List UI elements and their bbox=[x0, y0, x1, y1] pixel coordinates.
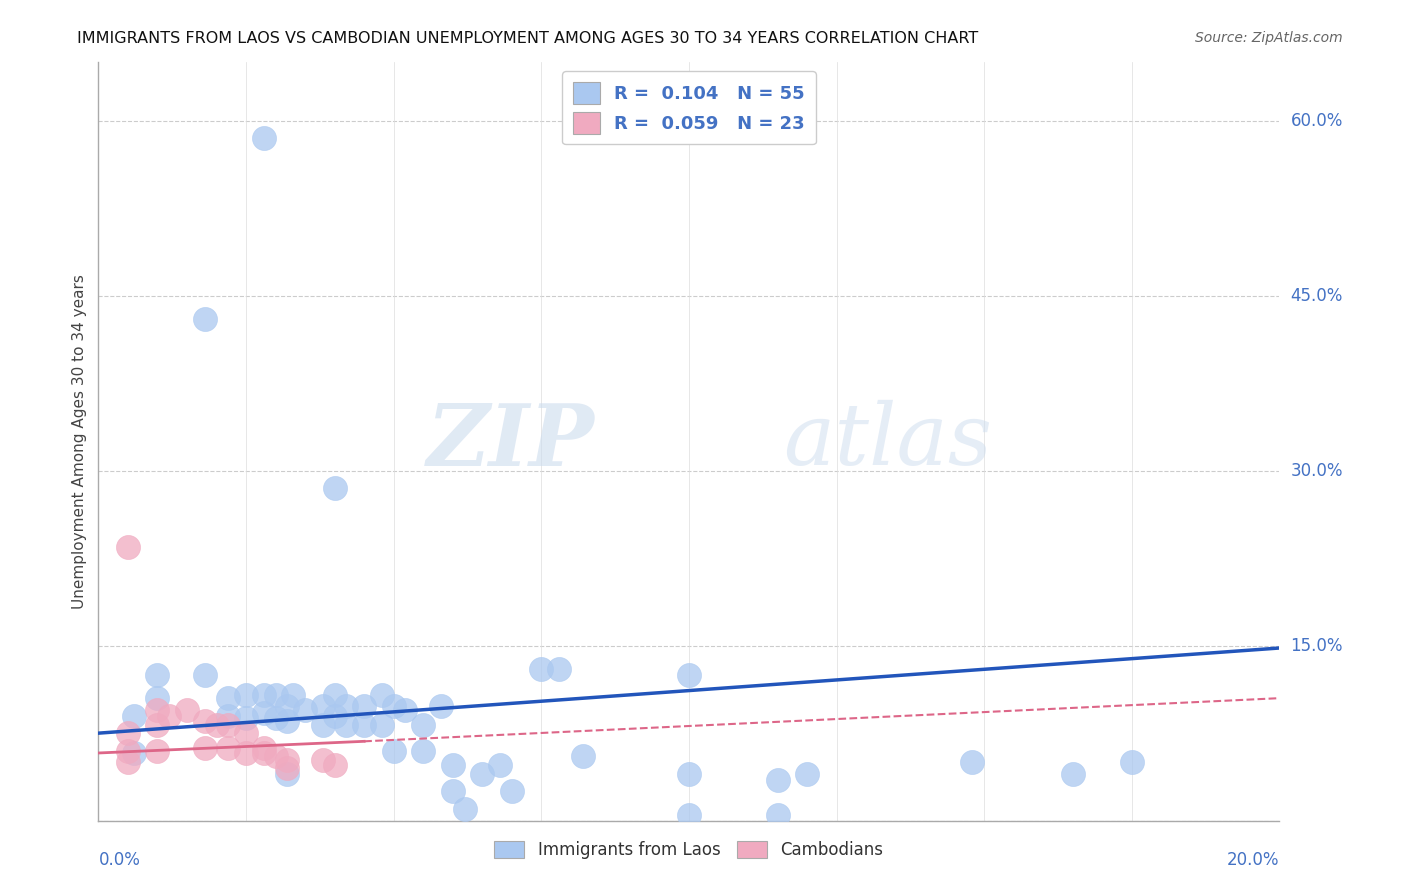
Point bbox=[323, 757, 346, 772]
Point bbox=[489, 757, 512, 772]
Point bbox=[253, 131, 276, 145]
Text: Source: ZipAtlas.com: Source: ZipAtlas.com bbox=[1195, 31, 1343, 45]
Point bbox=[194, 312, 217, 326]
Point bbox=[335, 718, 357, 732]
Point bbox=[146, 744, 169, 758]
Point bbox=[235, 688, 257, 702]
Point bbox=[276, 767, 298, 781]
Text: 15.0%: 15.0% bbox=[1291, 637, 1343, 655]
Point bbox=[253, 706, 276, 721]
Point bbox=[235, 746, 257, 760]
Point bbox=[1121, 756, 1143, 770]
Point bbox=[253, 688, 276, 702]
Point bbox=[117, 540, 139, 554]
Point bbox=[766, 807, 789, 822]
Point bbox=[412, 744, 434, 758]
Text: 60.0%: 60.0% bbox=[1291, 112, 1343, 129]
Point bbox=[323, 688, 346, 702]
Text: 20.0%: 20.0% bbox=[1227, 851, 1279, 869]
Point bbox=[264, 688, 287, 702]
Point bbox=[117, 744, 139, 758]
Point bbox=[294, 703, 316, 717]
Point bbox=[264, 711, 287, 725]
Point bbox=[194, 714, 217, 729]
Point bbox=[371, 718, 394, 732]
Point bbox=[264, 749, 287, 764]
Point bbox=[235, 711, 257, 725]
Text: 30.0%: 30.0% bbox=[1291, 462, 1343, 480]
Point bbox=[205, 718, 228, 732]
Point bbox=[194, 668, 217, 682]
Point bbox=[217, 691, 239, 706]
Point bbox=[217, 741, 239, 756]
Point bbox=[335, 699, 357, 714]
Point bbox=[571, 749, 593, 764]
Text: 45.0%: 45.0% bbox=[1291, 286, 1343, 305]
Point bbox=[312, 699, 335, 714]
Y-axis label: Unemployment Among Ages 30 to 34 years: Unemployment Among Ages 30 to 34 years bbox=[72, 274, 87, 609]
Point bbox=[253, 746, 276, 760]
Point bbox=[471, 767, 494, 781]
Text: atlas: atlas bbox=[783, 401, 993, 483]
Point bbox=[312, 718, 335, 732]
Text: IMMIGRANTS FROM LAOS VS CAMBODIAN UNEMPLOYMENT AMONG AGES 30 TO 34 YEARS CORRELA: IMMIGRANTS FROM LAOS VS CAMBODIAN UNEMPL… bbox=[77, 31, 979, 46]
Point bbox=[382, 699, 405, 714]
Point bbox=[176, 703, 198, 717]
Point bbox=[962, 756, 984, 770]
Point bbox=[430, 699, 453, 714]
Point bbox=[276, 714, 298, 729]
Point bbox=[796, 767, 818, 781]
Point bbox=[235, 726, 257, 740]
Point bbox=[678, 668, 700, 682]
Point bbox=[548, 662, 571, 676]
Point bbox=[678, 767, 700, 781]
Point bbox=[394, 703, 416, 717]
Point bbox=[323, 481, 346, 495]
Point bbox=[122, 746, 145, 760]
Point bbox=[146, 718, 169, 732]
Text: 0.0%: 0.0% bbox=[98, 851, 141, 869]
Point bbox=[441, 757, 464, 772]
Point bbox=[353, 718, 375, 732]
Legend: Immigrants from Laos, Cambodians: Immigrants from Laos, Cambodians bbox=[488, 834, 890, 865]
Point bbox=[441, 784, 464, 798]
Point bbox=[412, 718, 434, 732]
Text: ZIP: ZIP bbox=[426, 400, 595, 483]
Point bbox=[353, 699, 375, 714]
Point bbox=[194, 741, 217, 756]
Point bbox=[530, 662, 553, 676]
Point bbox=[122, 708, 145, 723]
Point bbox=[501, 784, 523, 798]
Point bbox=[276, 699, 298, 714]
Point bbox=[678, 807, 700, 822]
Point bbox=[146, 691, 169, 706]
Point bbox=[371, 688, 394, 702]
Point bbox=[157, 708, 180, 723]
Point bbox=[312, 753, 335, 767]
Point bbox=[117, 726, 139, 740]
Point bbox=[217, 718, 239, 732]
Point bbox=[323, 708, 346, 723]
Point bbox=[117, 756, 139, 770]
Point bbox=[382, 744, 405, 758]
Point bbox=[146, 668, 169, 682]
Point bbox=[253, 741, 276, 756]
Point bbox=[1062, 767, 1084, 781]
Point bbox=[276, 753, 298, 767]
Point bbox=[217, 708, 239, 723]
Point bbox=[283, 688, 305, 702]
Point bbox=[146, 703, 169, 717]
Point bbox=[453, 802, 475, 816]
Point bbox=[276, 761, 298, 775]
Point bbox=[766, 772, 789, 787]
